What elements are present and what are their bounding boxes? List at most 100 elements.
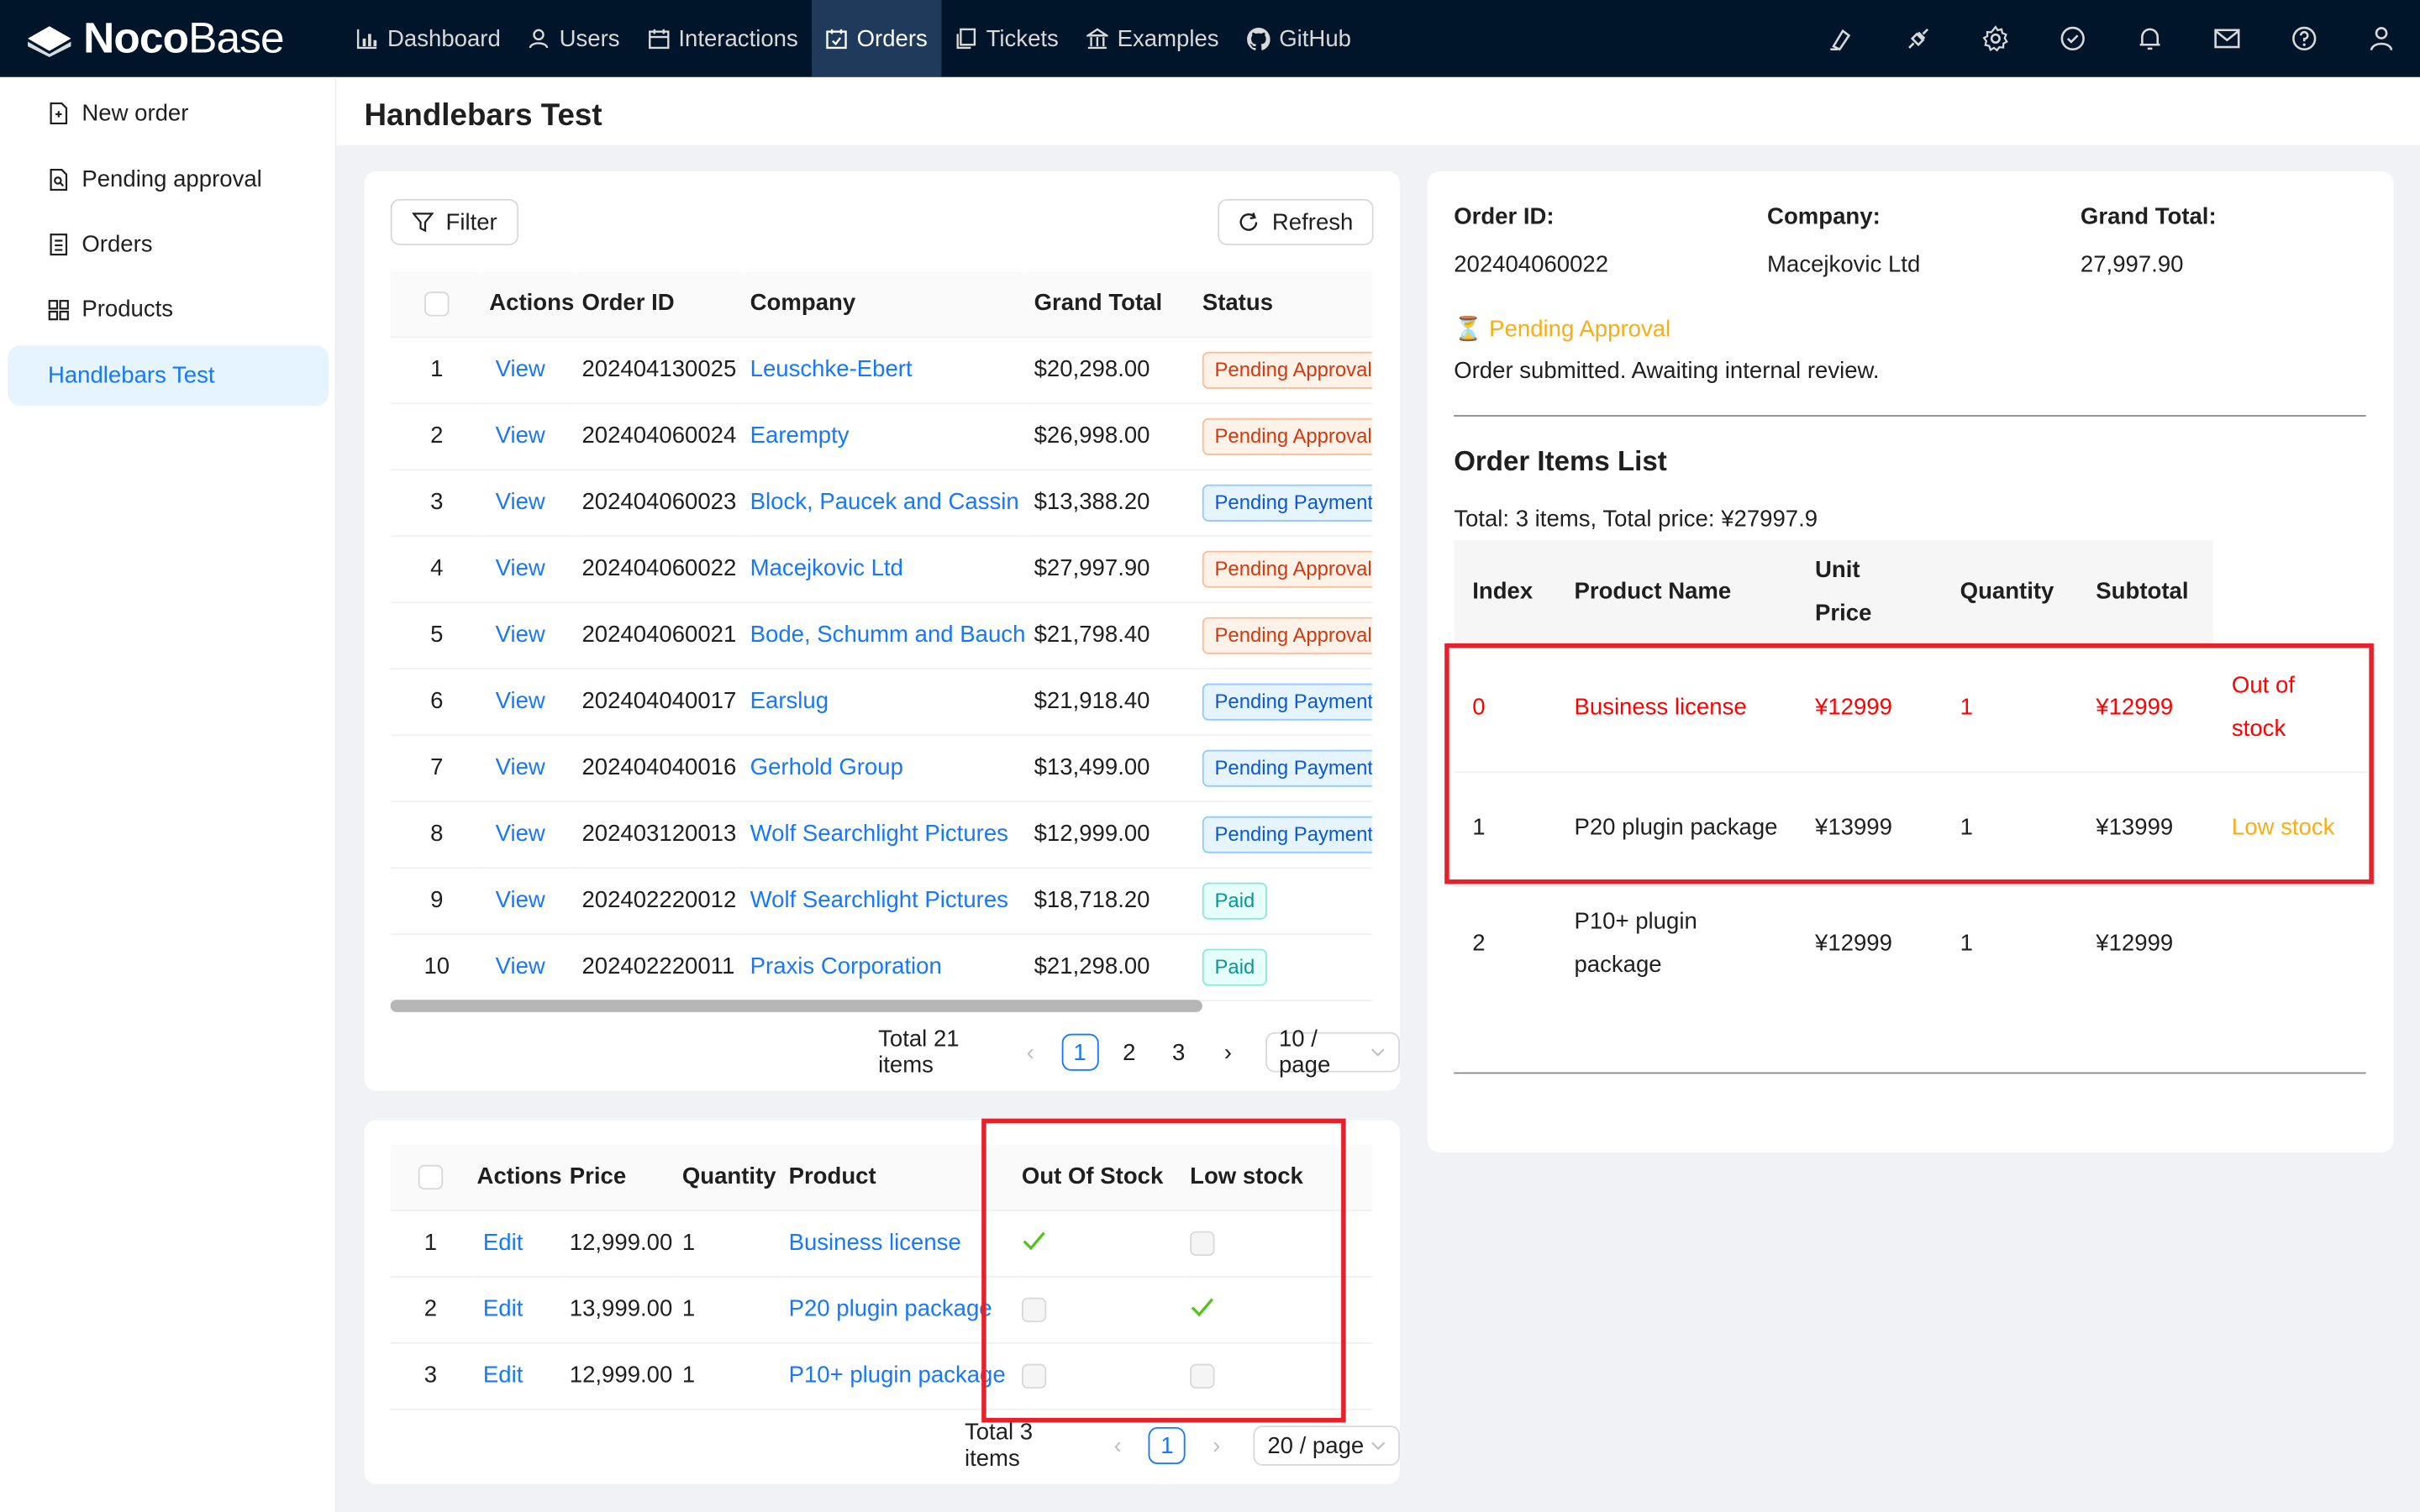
select-all-checkbox[interactable]: [424, 291, 450, 318]
company-link[interactable]: Earempty: [744, 402, 1028, 470]
appstore-icon: [48, 299, 69, 320]
table-row[interactable]: 8 View 202403120013 Wolf Searchlight Pictur…: [390, 801, 1372, 869]
table-row[interactable]: 1 View 202404130025 Leuschke-Ebert $20,298.0…: [390, 336, 1372, 404]
col-grand-total[interactable]: Grand Total: [1028, 271, 1197, 338]
view-link[interactable]: View: [482, 402, 576, 470]
brand-logo[interactable]: Noco Base: [0, 0, 343, 77]
page-2-button[interactable]: 2: [1123, 1039, 1136, 1066]
table-row[interactable]: 7 View 202404040016 Gerhold Group $13,499.00…: [390, 734, 1372, 802]
nav-dashboard[interactable]: Dashboard: [343, 0, 515, 77]
notifications-button[interactable]: [2112, 0, 2189, 77]
prev-page-button[interactable]: ‹: [1026, 1039, 1034, 1066]
col-price[interactable]: Price: [563, 1144, 676, 1210]
page-size-select[interactable]: 10 / page: [1265, 1026, 1400, 1079]
plugin-manager-button[interactable]: [1880, 0, 1957, 77]
view-link[interactable]: View: [482, 933, 576, 1001]
company-link[interactable]: Praxis Corporation: [744, 933, 1028, 1001]
grand-total-cell: $26,998.00: [1028, 402, 1197, 470]
user-menu-button[interactable]: [2343, 0, 2420, 77]
company-link[interactable]: Macejkovic Ltd: [1767, 251, 1921, 278]
company-link[interactable]: Bode, Schumm and Bauch: [744, 601, 1028, 669]
sidebar-item-products[interactable]: Products: [8, 279, 329, 339]
table-row[interactable]: 4 View 202404060022 Macejkovic Ltd $27,997.9…: [390, 535, 1372, 603]
edit-link[interactable]: Edit: [471, 1341, 564, 1410]
sidebar-item-label: New order: [82, 100, 189, 127]
view-link[interactable]: View: [482, 867, 576, 935]
table-row[interactable]: 9 View 202402220012 Wolf Searchlight Pictur…: [390, 867, 1372, 935]
next-page-button[interactable]: ›: [1213, 1432, 1221, 1459]
mail-icon: [2214, 29, 2240, 49]
file-add-icon: [50, 102, 68, 125]
filter-button[interactable]: Filter: [390, 198, 519, 246]
stock-note: Out of stock: [2231, 672, 2295, 743]
view-link[interactable]: View: [482, 336, 576, 404]
nav-interactions[interactable]: Interactions: [634, 0, 812, 77]
product-link[interactable]: Business license: [782, 1209, 1016, 1277]
nav-orders[interactable]: Orders: [812, 0, 942, 77]
company-link[interactable]: Gerhold Group: [744, 734, 1028, 802]
sidebar-item-new-order[interactable]: New order: [8, 83, 329, 144]
view-link[interactable]: View: [482, 469, 576, 537]
product-link[interactable]: P20 plugin package: [782, 1275, 1016, 1343]
table-row[interactable]: 3 View 202404060023 Block, Paucek and Cassi…: [390, 469, 1372, 537]
sidebar-item-label: Products: [82, 296, 174, 323]
table-row[interactable]: 2 View 202404060024 Earempty $26,998.00 Pendi…: [390, 402, 1372, 470]
nav-examples[interactable]: Examples: [1072, 0, 1233, 77]
col-company[interactable]: Company: [744, 271, 1028, 338]
edit-link[interactable]: Edit: [471, 1209, 564, 1277]
company-link[interactable]: Earslug: [744, 668, 1028, 736]
col-product[interactable]: Product: [782, 1144, 1016, 1210]
status-cell: Pending Payment: [1196, 734, 1372, 802]
nav-github[interactable]: GitHub: [1233, 0, 1365, 77]
table-row[interactable]: 1 Edit 12,999.00 1 Business license: [390, 1209, 1372, 1277]
col-actions[interactable]: Actions: [482, 271, 576, 338]
company-link[interactable]: Leuschke-Ebert: [744, 336, 1028, 404]
table-row[interactable]: 5 View 202404060021 Bode, Schumm and Bauch $…: [390, 601, 1372, 669]
table-row[interactable]: 6 View 202404040017 Earslug $21,918.40 Pendin…: [390, 668, 1372, 736]
page-size-select[interactable]: 20 / page: [1253, 1425, 1400, 1466]
product-link[interactable]: P10+ plugin package: [782, 1341, 1016, 1410]
next-page-button[interactable]: ›: [1223, 1039, 1232, 1066]
sidebar-item-handlebars-test[interactable]: Handlebars Test: [8, 345, 329, 407]
page-1-button[interactable]: 1: [1061, 1033, 1099, 1071]
unit-price-cell: ¥12999: [1814, 931, 1892, 958]
mail-button[interactable]: [2188, 0, 2265, 77]
view-link[interactable]: View: [482, 535, 576, 603]
col-out-of-stock[interactable]: Out Of Stock: [1015, 1144, 1184, 1210]
company-link[interactable]: Wolf Searchlight Pictures: [744, 801, 1028, 869]
company-link[interactable]: Block, Paucek and Cassin: [744, 469, 1028, 537]
settings-button[interactable]: [1957, 0, 2034, 77]
horizontal-scrollbar[interactable]: [390, 1000, 1202, 1012]
view-link[interactable]: View: [482, 601, 576, 669]
company-link[interactable]: Macejkovic Ltd: [744, 535, 1028, 603]
prev-page-button[interactable]: ‹: [1113, 1432, 1122, 1459]
page-3-button[interactable]: 3: [1171, 1039, 1186, 1066]
nav-tickets[interactable]: Tickets: [941, 0, 1072, 77]
col-actions[interactable]: Actions: [471, 1144, 564, 1210]
table-row[interactable]: 3 Edit 12,999.00 1 P10+ plugin package: [390, 1341, 1372, 1410]
sidebar-item-orders[interactable]: Orders: [8, 214, 329, 275]
view-link[interactable]: View: [482, 734, 576, 802]
refresh-button[interactable]: Refresh: [1218, 198, 1374, 246]
table-row[interactable]: 2 Edit 13,999.00 1 P20 plugin package: [390, 1275, 1372, 1343]
page-1-button[interactable]: 1: [1148, 1426, 1186, 1465]
nav-users[interactable]: Users: [514, 0, 634, 77]
tasks-button[interactable]: [2034, 0, 2112, 77]
table-row[interactable]: 10 View 202402220011 Praxis Corporation $21,…: [390, 933, 1372, 1001]
select-all-checkbox[interactable]: [418, 1165, 444, 1190]
company-link[interactable]: Wolf Searchlight Pictures: [744, 867, 1028, 935]
view-link[interactable]: View: [482, 668, 576, 736]
edit-link[interactable]: Edit: [471, 1275, 564, 1343]
col-order-id[interactable]: Order ID: [576, 271, 744, 338]
nav-label: Tickets: [986, 25, 1059, 52]
col-quantity[interactable]: Quantity: [676, 1144, 783, 1210]
status-badge: Pending Payment: [1202, 682, 1372, 720]
col-low-stock[interactable]: Low stock: [1183, 1144, 1372, 1210]
nav-label: Examples: [1117, 25, 1219, 52]
col-status[interactable]: Status: [1196, 271, 1372, 338]
view-link[interactable]: View: [482, 801, 576, 869]
checkbox: [1021, 1363, 1047, 1389]
sidebar-item-pending-approval[interactable]: Pending approval: [8, 150, 329, 210]
ui-editor-button[interactable]: [1802, 0, 1880, 77]
help-button[interactable]: [2265, 0, 2343, 77]
